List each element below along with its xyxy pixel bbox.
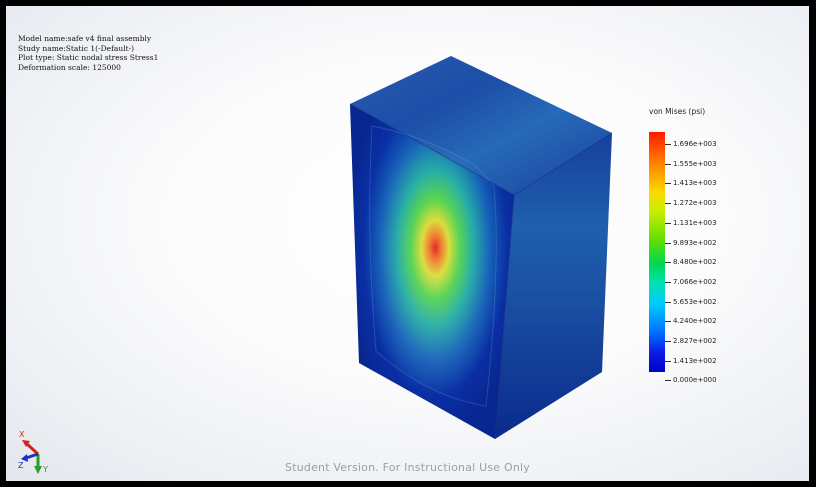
legend-tick-mark — [665, 380, 671, 382]
stress-colorbar — [649, 132, 665, 372]
plot-type-text: Plot type: Static nodal stress Stress1 — [18, 53, 159, 63]
triad-z-label: Z — [18, 461, 24, 470]
model-name-text: Model name:safe v4 final assembly — [18, 34, 152, 43]
legend-tick-label: 0.000e+000 — [673, 376, 717, 385]
graphics-viewport[interactable]: Model name:safe v4 final assembly Study … — [6, 6, 809, 481]
legend-tick-mark — [665, 360, 671, 362]
legend-tick-mark — [665, 163, 671, 165]
stress-plot-model[interactable] — [6, 6, 809, 481]
legend-tick-label: 1.131e+003 — [673, 218, 717, 227]
legend-tick-mark — [665, 222, 671, 224]
legend-tick-label: 4.240e+002 — [673, 317, 717, 326]
study-name-text: Study name:Static 1(-Default-) — [18, 43, 135, 53]
legend-tick-label: 8.480e+002 — [673, 258, 717, 267]
legend-tick-label: 1.413e+002 — [673, 356, 717, 365]
legend-tick-label: 2.827e+002 — [673, 337, 717, 345]
legend-tick-mark — [665, 301, 671, 303]
legend-tick-label: 1.555e+003 — [673, 159, 717, 168]
axis-triad-icon: X Y Z — [18, 430, 48, 474]
legend-tick-label: 1.272e+003 — [673, 199, 717, 208]
legend-tick-label: 9.893e+002 — [673, 238, 717, 247]
legend-tick-mark — [665, 144, 671, 145]
triad-y-label: Y — [42, 465, 48, 474]
model-right-face — [495, 133, 612, 439]
legend-tick-label: 1.696e+003 — [673, 140, 717, 148]
student-version-watermark: Student Version. For Instructional Use O… — [285, 461, 530, 474]
legend-tick-label: 5.653e+002 — [673, 297, 717, 306]
legend-tick-mark — [665, 321, 671, 323]
legend-tick-label: 1.413e+003 — [673, 179, 717, 188]
triad-x-label: X — [19, 430, 25, 439]
legend-tick-mark — [665, 203, 671, 205]
legend-tick-mark — [665, 242, 671, 244]
model-door-outline — [369, 125, 497, 407]
legend-tick-label: 7.066e+002 — [673, 277, 717, 286]
legend-tick-mark — [665, 341, 671, 342]
legend-tick-mark — [665, 262, 671, 264]
legend-title: von Mises (psi) — [649, 107, 706, 116]
legend-tick-mark — [665, 281, 671, 283]
deformation-scale-text: Deformation scale: 125000 — [18, 62, 121, 72]
study-info-block: Model name:safe v4 final assembly Study … — [18, 34, 158, 72]
legend-tick-mark — [665, 183, 671, 185]
model-top-face — [350, 56, 612, 195]
